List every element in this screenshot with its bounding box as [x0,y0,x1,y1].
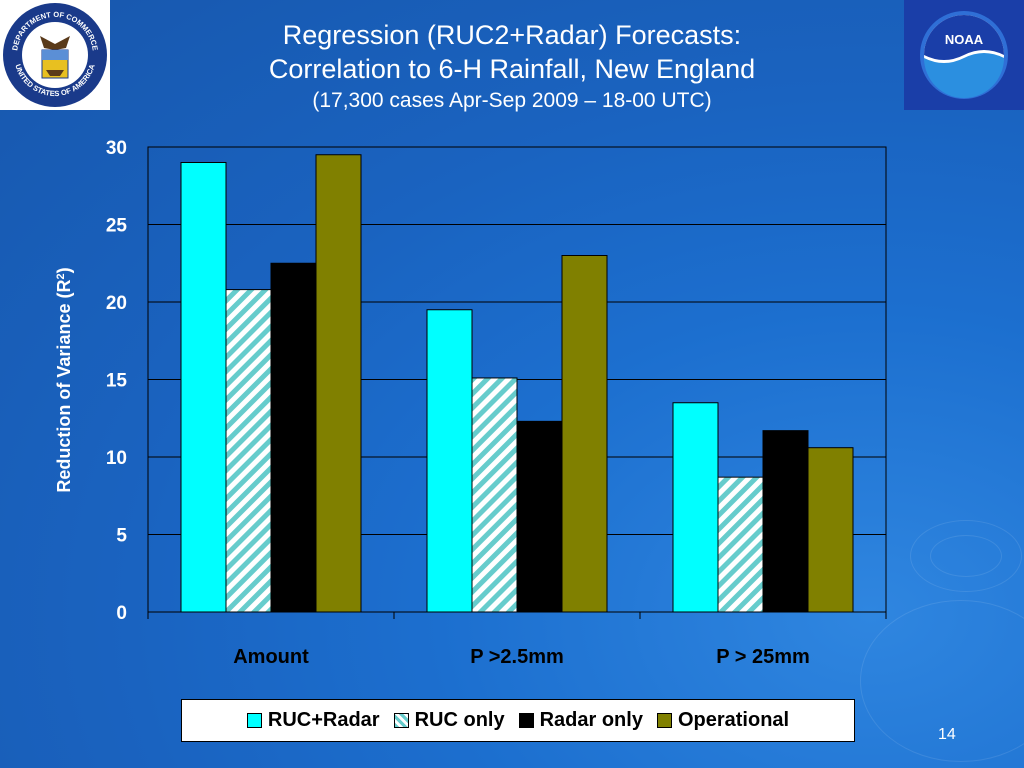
y-tick-label: 0 [116,603,127,624]
y-tick-label: 30 [106,138,127,159]
bar-ruc-only [225,289,272,613]
bar-radar-only [516,420,563,613]
slide-title: Regression (RUC2+Radar) Forecasts: Corre… [0,18,1024,116]
legend-label: RUC+Radar [267,709,380,731]
noaa-logo-text: NOAA [945,32,984,47]
x-category-label: P >2.5mm [470,646,564,668]
title-line-3: (17,300 cases Apr-Sep 2009 – 18-00 UTC) [312,89,712,112]
x-category-label: Amount [233,646,309,668]
bar-ruc-only [471,377,518,613]
bar-ruc-only [717,476,764,613]
y-tick-label: 5 [116,526,127,547]
legend-swatch-operational [656,713,672,728]
noaa-logo-icon: NOAA [904,0,1024,110]
bar-ruc-radar [672,402,719,613]
noaa-logo: NOAA [904,0,1024,110]
bars [180,154,854,613]
legend-item-operational: Operational [656,709,790,732]
legend-swatch-ruc-radar [246,713,262,728]
bar-ruc-radar [180,162,227,613]
bar-radar-only [270,262,317,613]
y-axis-label: Reduction of Variance (R2) [54,267,74,492]
title-line-2: Correlation to 6-H Rainfall, New England [268,54,756,84]
legend-label: Radar only [539,709,643,731]
department-of-commerce-logo: DEPARTMENT OF COMMERCE UNITED STATES OF … [0,0,110,110]
y-tick-label: 15 [106,371,128,392]
bar-ruc-radar [426,309,473,613]
bar-operational [315,154,362,613]
legend-swatch-ruc-only [393,713,409,728]
y-axis-tick-labels: 0 5 10 15 20 25 30 [106,138,128,624]
y-tick-label: 25 [106,216,128,237]
chart-legend: RUC+Radar RUC only Radar only Operationa… [181,699,855,742]
x-axis-ticks [147,612,887,619]
legend-label: RUC only [414,709,505,731]
bar-chart: 0 5 10 15 20 25 30 Amount P >2.5mm P > 25mm Redu… [54,138,887,668]
bar-operational [807,447,854,613]
page-number: 14 [938,726,956,743]
bar-radar-only [762,430,809,613]
legend-item-ruc-only: RUC only [393,709,505,732]
legend-item-radar-only: Radar only [518,709,643,732]
y-tick-label: 20 [106,293,127,314]
y-tick-label: 10 [106,448,127,469]
legend-swatch-radar-only [518,713,534,728]
title-line-1: Regression (RUC2+Radar) Forecasts: [282,20,742,50]
legend-label: Operational [677,709,790,731]
x-category-label: P > 25mm [716,646,810,668]
doc-seal-icon: DEPARTMENT OF COMMERCE UNITED STATES OF … [3,3,107,107]
bar-operational [561,255,608,613]
x-axis-category-labels: Amount P >2.5mm P > 25mm [233,646,810,668]
legend-item-ruc-radar: RUC+Radar [246,709,380,732]
background-ripple [910,520,1022,592]
